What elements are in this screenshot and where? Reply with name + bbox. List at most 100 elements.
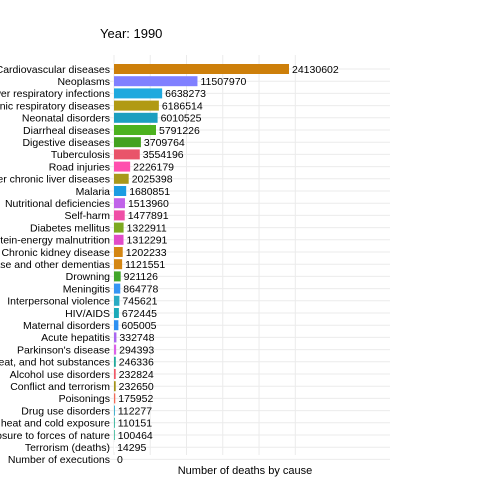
value-label: 11507970 <box>200 76 246 88</box>
value-label: 112277 <box>118 405 152 417</box>
value-label: 100464 <box>118 430 153 442</box>
category-label: Nutritional deficiencies <box>5 198 110 210</box>
value-label: 14295 <box>117 442 146 454</box>
bar-27 <box>114 393 116 404</box>
value-label: 2025398 <box>132 174 173 186</box>
bar-13 <box>114 222 124 233</box>
category-label: Number of executions <box>8 454 110 466</box>
bar-15 <box>114 247 123 257</box>
value-label: 24130602 <box>292 64 339 76</box>
category-label: Chronic kidney disease <box>1 247 110 259</box>
category-label: Tuberculosis <box>51 149 110 161</box>
bar-20 <box>114 308 119 318</box>
bar-12 <box>114 210 125 221</box>
category-label: Environmental heat and cold exposure <box>0 418 110 430</box>
value-label: 1513960 <box>128 198 169 210</box>
bar-19 <box>114 295 120 306</box>
category-label: Road injuries <box>49 161 110 173</box>
category-label: Alzheimer's disease and other dementias <box>0 259 110 271</box>
value-label: 332748 <box>119 332 154 344</box>
value-label: 1312291 <box>127 235 168 247</box>
category-label: Parkinson's disease <box>17 344 110 356</box>
category-label: Chronic respiratory diseases <box>0 100 110 112</box>
category-label: Acute hepatitis <box>41 332 110 344</box>
bar-18 <box>114 283 121 294</box>
value-label: 6010525 <box>161 113 202 125</box>
category-label: Drug use disorders <box>21 405 110 417</box>
bar-10 <box>114 186 127 196</box>
category-label: Fire, heat, and hot substances <box>0 357 110 369</box>
value-label: 1202233 <box>126 247 167 259</box>
value-label: 232824 <box>119 369 154 381</box>
bar-8 <box>114 161 131 172</box>
value-label: 3554196 <box>143 149 184 161</box>
bar-30 <box>114 430 115 440</box>
bar-11 <box>114 198 125 209</box>
category-label: Malaria <box>76 186 111 198</box>
category-label: Conflict and terrorism <box>10 381 110 393</box>
category-label: Neonatal disorders <box>22 113 110 125</box>
value-label: 672445 <box>122 308 157 320</box>
value-label: 1121551 <box>125 259 165 271</box>
value-label: 1477891 <box>128 210 169 222</box>
bar-2 <box>114 88 163 99</box>
category-label: Drowning <box>66 271 111 283</box>
category-label: Interpersonal violence <box>7 296 110 308</box>
value-label: 605005 <box>121 320 156 332</box>
value-label: 864778 <box>123 283 158 295</box>
category-label: Self-harm <box>64 210 110 222</box>
bar-16 <box>114 259 123 270</box>
bar-23 <box>114 344 117 355</box>
bar-31 <box>114 442 116 453</box>
category-label: Neoplasms <box>57 76 110 88</box>
bar-28 <box>114 405 115 416</box>
bar-14 <box>114 234 124 245</box>
category-label: Meningitis <box>63 283 110 295</box>
bar-0 <box>114 64 289 74</box>
value-label: 3709764 <box>144 137 185 149</box>
value-label: 1680851 <box>129 186 170 198</box>
category-label: Exposure to forces of nature <box>0 430 110 442</box>
bar-25 <box>114 369 116 379</box>
category-label: Diarrheal diseases <box>23 125 110 137</box>
value-label: 0 <box>117 454 123 466</box>
category-label: Terrorism (deaths) <box>25 442 110 454</box>
bar-29 <box>114 417 115 428</box>
bar-5 <box>114 125 156 135</box>
value-label: 110151 <box>118 418 152 430</box>
value-label: 2226179 <box>133 161 174 173</box>
value-label: 1322911 <box>127 222 167 234</box>
category-label: HIV/AIDS <box>65 308 110 320</box>
chart-title: Year: 1990 <box>100 26 162 41</box>
category-label: Maternal disorders <box>23 320 110 332</box>
bars <box>114 64 289 453</box>
category-label: Protein-energy malnutrition <box>0 235 110 247</box>
category-label: Cirrhosis and other chronic liver diseas… <box>0 174 110 186</box>
value-label: 246336 <box>119 357 154 369</box>
value-label: 5791226 <box>159 125 200 137</box>
category-label: Poisonings <box>59 393 110 405</box>
bar-1 <box>114 76 198 87</box>
bar-4 <box>114 112 158 123</box>
category-label: Digestive diseases <box>22 137 110 149</box>
bar-9 <box>114 173 129 184</box>
value-label: 745621 <box>122 296 157 308</box>
category-label: Cardiovascular diseases <box>0 64 110 76</box>
value-label: 175952 <box>118 393 153 405</box>
labels: Cardiovascular diseases 24130602 Neoplasms… <box>0 64 339 466</box>
category-label: Diabetes mellitus <box>30 222 110 234</box>
bar-3 <box>114 100 159 111</box>
category-label: Alcohol use disorders <box>10 369 110 381</box>
bar-24 <box>114 356 116 367</box>
bar-6 <box>114 137 141 148</box>
value-label: 232650 <box>119 381 154 393</box>
bar-7 <box>114 149 140 160</box>
value-label: 6638273 <box>165 88 206 100</box>
value-label: 6186514 <box>162 100 203 112</box>
bar-21 <box>114 320 119 331</box>
x-axis-label: Number of deaths by cause <box>178 465 313 477</box>
bar-17 <box>114 271 121 282</box>
bar-22 <box>114 332 117 343</box>
